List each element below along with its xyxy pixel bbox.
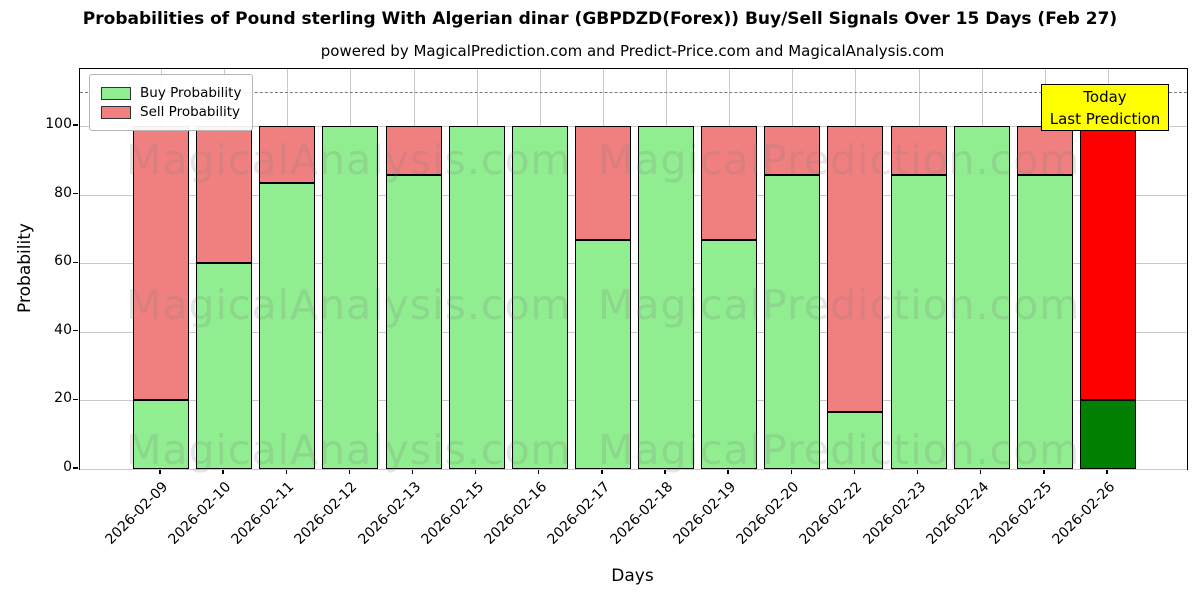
bar-2026-02-24-buy: [953, 126, 1010, 469]
bar-2026-02-18-buy: [638, 126, 695, 469]
bar-2026-02-25-buy: [1016, 175, 1073, 469]
x-tick-mark: [601, 469, 603, 474]
bar-2026-02-19-sell: [701, 126, 758, 241]
bar-2026-02-10-buy: [196, 263, 253, 469]
x-tick-mark: [411, 469, 414, 474]
x-tick-mark: [348, 469, 351, 474]
bar-2026-02-19-buy: [701, 240, 758, 469]
bar-2026-02-22-sell: [827, 126, 884, 412]
legend-entry-sell: Sell Probability: [101, 104, 241, 120]
bar-2026-02-17-sell: [574, 126, 631, 241]
threshold-dashed-line: [80, 91, 1187, 93]
bar-2026-02-09-buy: [133, 400, 189, 469]
x-tick-mark: [790, 469, 793, 474]
legend: Buy Probability Sell Probability: [89, 74, 254, 131]
y-gridline: [80, 194, 1187, 196]
y-tick-label: 60: [54, 253, 72, 270]
y-gridline: [80, 400, 1187, 402]
x-tick-mark: [727, 469, 729, 474]
today-annotation: Today Last Prediction: [1041, 84, 1169, 131]
x-tick-mark: [916, 469, 919, 474]
x-tick-mark: [222, 469, 224, 474]
x-tick-mark: [538, 469, 540, 474]
bar-2026-02-20-buy: [764, 175, 821, 469]
x-tick-mark: [853, 469, 856, 474]
bar-2026-02-12-buy: [322, 126, 379, 469]
bar-2026-02-11-buy: [259, 183, 316, 469]
watermark-analysis: MagicalAnalysis.com: [126, 136, 572, 184]
y-gridline: [80, 126, 1187, 127]
y-tick-mark: [73, 467, 78, 469]
bar-2026-02-22-buy: [827, 411, 884, 469]
chart-title: Probabilities of Pound sterling With Alg…: [82, 9, 1118, 29]
legend-entry-buy: Buy Probability: [101, 85, 241, 101]
bar-2026-02-11-sell: [259, 126, 316, 184]
y-tick-label: 100: [45, 116, 72, 132]
watermark-prediction: MagicalPrediction.com: [598, 136, 1081, 184]
bar-2026-02-10-sell: [196, 126, 253, 264]
watermark-prediction: MagicalPrediction.com: [598, 281, 1081, 329]
x-axis-label: Days: [611, 566, 654, 586]
buy-swatch-icon: [101, 86, 131, 100]
x-tick-mark: [285, 469, 287, 474]
bar-2026-02-20-sell: [764, 126, 821, 176]
bar-2026-02-23-sell: [890, 126, 947, 176]
y-tick-mark: [73, 124, 78, 126]
today-annotation-line1: Today: [1083, 88, 1127, 106]
y-tick-mark: [73, 398, 78, 401]
watermark-prediction: MagicalPrediction.com: [598, 426, 1081, 474]
bar-2026-02-17-buy: [574, 240, 631, 469]
x-tick-mark: [980, 469, 982, 474]
x-tick-mark: [1043, 469, 1045, 474]
bar-2026-02-26-sell: [1079, 126, 1136, 401]
x-tick-mark: [159, 469, 161, 474]
x-tick-mark: [474, 469, 477, 474]
bar-2026-02-25-sell: [1016, 126, 1073, 176]
y-gridline: [80, 469, 1187, 470]
legend-label-buy: Buy Probability: [140, 85, 242, 101]
y-tick-label: 20: [54, 390, 72, 407]
y-tick-mark: [73, 261, 78, 263]
bar-2026-02-13-sell: [385, 126, 442, 176]
y-gridline: [80, 263, 1187, 265]
sell-swatch-icon: [101, 105, 131, 119]
today-annotation-line2: Last Prediction: [1049, 110, 1161, 128]
bar-2026-02-15-buy: [448, 126, 505, 469]
plot-area: Buy Probability Sell Probability Today L…: [79, 68, 1188, 474]
y-tick-label: 80: [54, 184, 72, 201]
x-tick-mark: [664, 469, 666, 474]
legend-label-sell: Sell Probability: [140, 104, 241, 120]
watermark-analysis: MagicalAnalysis.com: [126, 426, 572, 474]
bar-2026-02-26-buy: [1079, 400, 1136, 469]
x-tick-mark: [1106, 469, 1108, 474]
y-tick-mark: [73, 330, 78, 332]
chart-subtitle: powered by MagicalPrediction.com and Pre…: [320, 42, 945, 60]
watermark-analysis: MagicalAnalysis.com: [126, 281, 572, 329]
y-tick-label: 40: [54, 321, 72, 338]
bar-2026-02-23-buy: [890, 175, 947, 469]
bar-2026-02-09-sell: [133, 126, 189, 401]
y-tick-mark: [73, 192, 78, 195]
y-gridline: [80, 331, 1187, 333]
bar-2026-02-16-buy: [511, 126, 568, 469]
y-tick-label: 0: [63, 459, 72, 475]
bar-2026-02-13-buy: [385, 175, 442, 469]
